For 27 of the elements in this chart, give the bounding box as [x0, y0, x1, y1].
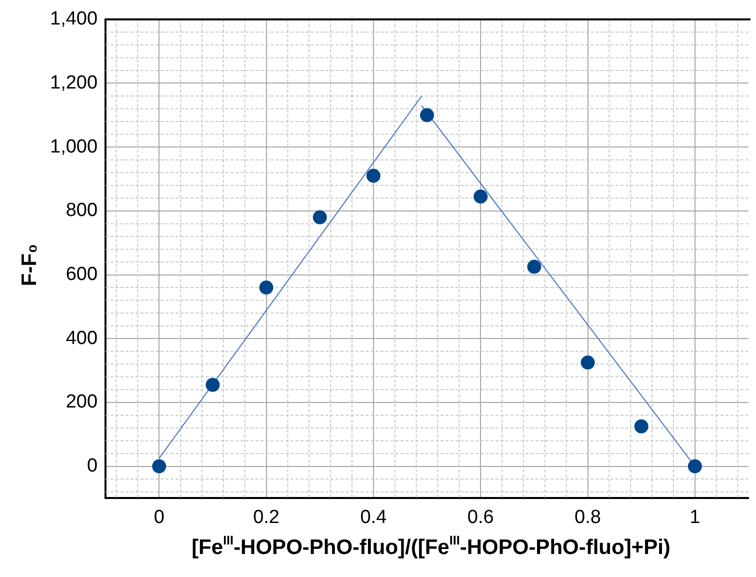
point — [366, 168, 380, 183]
point — [474, 190, 488, 204]
point — [206, 378, 220, 392]
y-axis-title: F-F₀ — [18, 244, 42, 286]
point — [527, 260, 542, 274]
point — [312, 210, 327, 224]
y-tick-label: 400 — [66, 328, 98, 349]
x-tick-label: 0 — [154, 506, 164, 528]
y-tick-label: 600 — [66, 264, 98, 285]
x-tick-label: 1 — [690, 506, 700, 528]
point — [152, 459, 166, 474]
point — [580, 356, 595, 370]
point — [688, 459, 702, 474]
x-tick-label: 0.6 — [467, 506, 494, 528]
point — [634, 419, 648, 434]
point — [259, 280, 274, 295]
x-axis-title: [Fe$^{III}$-HOPO-PhO-fluo]/([Fe$^{III}$-HOPO-PhO-fluo]+Pi) — [190, 534, 672, 560]
point — [420, 108, 434, 122]
y-tick-label: 200 — [66, 392, 98, 413]
y-tick-label: 800 — [66, 200, 98, 222]
y-tick-label: 1,200 — [50, 72, 98, 94]
x-tick-label: 0.2 — [253, 506, 280, 528]
y-tick-label: 1,000 — [50, 136, 98, 158]
y-tick-label: 1,400 — [50, 8, 98, 30]
x-tick-label: 0.4 — [360, 506, 388, 528]
x-tick-label: 0.8 — [574, 506, 601, 528]
y-tick-label: 0 — [86, 456, 98, 477]
